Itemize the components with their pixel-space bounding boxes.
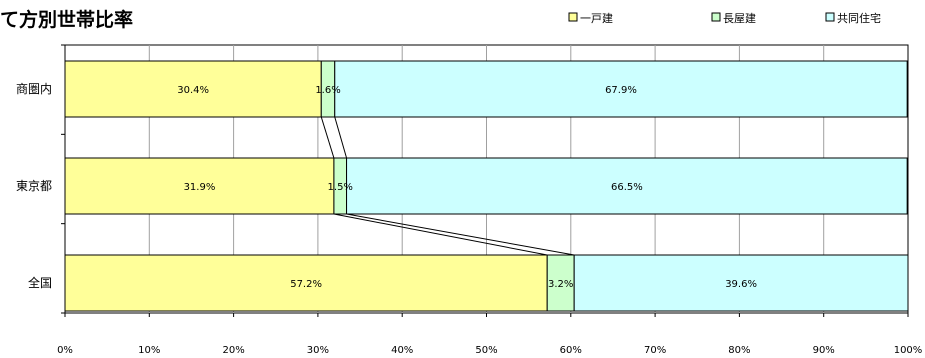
data-label: 1.6% bbox=[315, 85, 340, 96]
category-label: 東京都 bbox=[16, 179, 52, 193]
x-tick-label: 30% bbox=[307, 345, 329, 356]
chart-title: て方別世帯比率 bbox=[0, 8, 133, 31]
bar-segment-series-2 bbox=[334, 60, 908, 118]
series-line bbox=[334, 116, 348, 159]
bar-segment-series-2 bbox=[573, 254, 909, 312]
legend: 一戸建 長屋建 共同住宅 bbox=[568, 11, 881, 25]
axes: 0% 10% 20% 30% 40% 50% 60% 70% 80% 90% 100% 商圏内東京都全… bbox=[16, 44, 923, 356]
x-tick-label: 70% bbox=[644, 345, 666, 356]
series-line bbox=[346, 213, 575, 256]
series-line bbox=[320, 116, 335, 159]
data-label: 57.2% bbox=[290, 279, 322, 290]
bar-segment-series-2 bbox=[346, 157, 908, 215]
x-tick-label: 10% bbox=[138, 345, 160, 356]
x-tick-label: 90% bbox=[813, 345, 835, 356]
series-lines bbox=[320, 116, 575, 256]
data-label: 1.5% bbox=[328, 182, 353, 193]
x-tick-label: 50% bbox=[475, 345, 497, 356]
category-label: 商圏内 bbox=[16, 81, 52, 96]
x-tick-label: 60% bbox=[560, 345, 582, 356]
bar-segment-series-1 bbox=[546, 254, 575, 312]
legend-label: 一戸建 bbox=[580, 11, 613, 25]
legend-swatch bbox=[711, 12, 721, 22]
bar-segment-series-0 bbox=[64, 254, 548, 312]
bar-segment-series-0 bbox=[64, 60, 322, 118]
x-tick-label: 100% bbox=[894, 345, 923, 356]
category-label: 全国 bbox=[28, 275, 52, 290]
x-tick-label: 40% bbox=[391, 345, 413, 356]
data-label: 3.2% bbox=[548, 279, 573, 290]
legend-label: 共同住宅 bbox=[837, 11, 881, 25]
data-label: 30.4% bbox=[177, 85, 209, 96]
data-label: 31.9% bbox=[184, 182, 216, 193]
bars: 30.4% 1.6% 67.9% 31.9% 1.5% 66.5% 57.2% 3.2% 39.… bbox=[64, 60, 909, 312]
data-label: 67.9% bbox=[605, 85, 637, 96]
data-label: 66.5% bbox=[611, 182, 643, 193]
bar-segment-series-0 bbox=[64, 157, 335, 215]
legend-label: 長屋建 bbox=[723, 11, 756, 25]
x-tick-label: 0% bbox=[57, 345, 73, 356]
data-label: 39.6% bbox=[725, 279, 757, 290]
series-line bbox=[333, 213, 548, 256]
x-tick-label: 20% bbox=[222, 345, 244, 356]
x-tick-label: 80% bbox=[728, 345, 750, 356]
legend-swatch bbox=[825, 12, 835, 22]
legend-swatch bbox=[568, 12, 578, 22]
